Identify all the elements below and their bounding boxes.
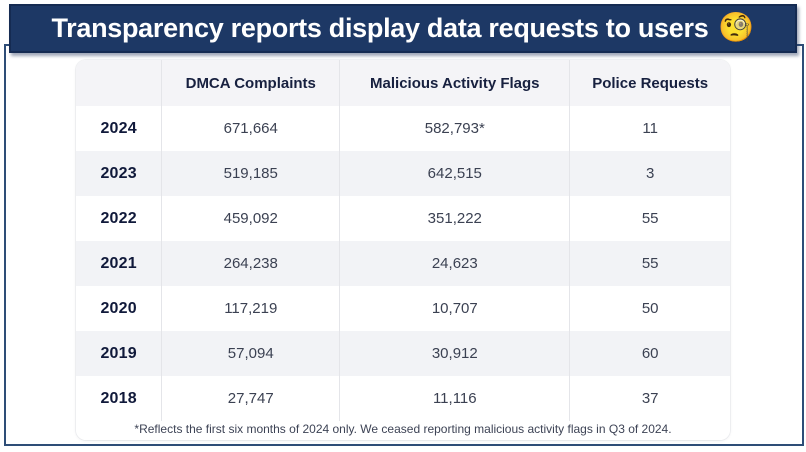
malicious-cell: 351,222 [340, 196, 571, 241]
table-row-2018: 2018 27,747 11,116 37 [76, 376, 730, 421]
dmca-cell: 671,664 [162, 106, 341, 151]
page-title: Transparency reports display data reques… [51, 13, 709, 43]
police-cell: 60 [641, 345, 659, 362]
table-row-2023: 2023 519,185 642,515 3 [76, 151, 730, 196]
table-row-2024: 2024 671,664 582,793* 11 [76, 106, 730, 151]
police-cell: 50 [641, 300, 659, 317]
table-header-row: DMCA Complaints Malicious Activity Flags… [76, 60, 730, 106]
header-year [76, 60, 163, 106]
year-cell: 2022 [76, 196, 163, 241]
monocle-face-emoji-icon: 🧐 [718, 12, 755, 44]
dmca-cell: 117,219 [162, 286, 341, 331]
table-row-2020: 2020 117,219 10,707 50 [76, 286, 730, 331]
header-dmca-complaints: DMCA Complaints [162, 60, 341, 106]
table-footnote: *Reflects the first six months of 2024 o… [76, 421, 730, 440]
year-cell: 2024 [76, 106, 163, 151]
malicious-cell: 582,793* [340, 106, 571, 151]
dmca-cell: 519,185 [162, 151, 341, 196]
malicious-cell: 30,912 [340, 331, 571, 376]
table-row-2021: 2021 264,238 24,623 55 [76, 241, 730, 286]
year-cell: 2023 [76, 151, 163, 196]
header-police-requests: Police Requests [592, 74, 709, 92]
dmca-cell: 459,092 [162, 196, 341, 241]
police-cell: 55 [641, 210, 659, 227]
year-cell: 2018 [76, 376, 163, 421]
table-row-2019: 2019 57,094 30,912 60 [76, 331, 730, 376]
police-cell: 55 [641, 255, 659, 272]
year-cell: 2021 [76, 241, 163, 286]
dmca-cell: 27,747 [162, 376, 341, 421]
dmca-cell: 57,094 [162, 331, 341, 376]
police-cell: 3 [646, 165, 655, 182]
header-malicious-activity-flags: Malicious Activity Flags [340, 60, 571, 106]
malicious-cell: 24,623 [340, 241, 571, 286]
table-row-2022: 2022 459,092 351,222 55 [76, 196, 730, 241]
malicious-cell: 642,515 [340, 151, 571, 196]
dmca-cell: 264,238 [162, 241, 341, 286]
malicious-cell: 10,707 [340, 286, 571, 331]
title-banner: Transparency reports display data reques… [9, 4, 797, 53]
police-cell: 11 [642, 120, 658, 137]
malicious-cell: 11,116 [340, 376, 571, 421]
year-cell: 2020 [76, 286, 163, 331]
police-cell: 37 [641, 390, 659, 407]
transparency-report-table: DMCA Complaints Malicious Activity Flags… [76, 60, 730, 440]
year-cell: 2019 [76, 331, 163, 376]
